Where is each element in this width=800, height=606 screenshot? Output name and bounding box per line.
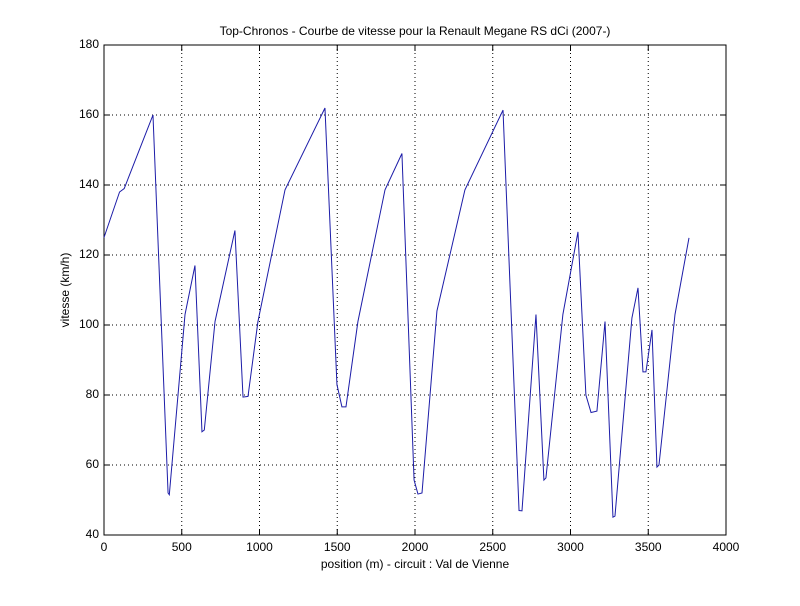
- y-tick-label: 100: [79, 317, 99, 331]
- x-tick-label: 4000: [713, 540, 740, 554]
- y-tick-label: 120: [79, 247, 99, 261]
- x-tick-label: 1500: [324, 540, 351, 554]
- x-tick-label: 0: [101, 540, 108, 554]
- y-tick-label: 160: [79, 107, 99, 121]
- line-series: [103, 107, 690, 518]
- x-tick-label: 1000: [246, 540, 273, 554]
- y-axis-label: vitesse (km/h): [58, 253, 72, 328]
- y-tick-label: 180: [79, 37, 99, 51]
- y-tick-label: 80: [86, 387, 100, 401]
- y-tick-label: 140: [79, 177, 99, 191]
- chart-title: Top-Chronos - Courbe de vitesse pour la …: [220, 24, 611, 38]
- x-tick-label: 2500: [479, 540, 506, 554]
- x-axis-label: position (m) - circuit : Val de Vienne: [321, 557, 510, 571]
- x-tick-label: 3500: [635, 540, 662, 554]
- x-tick-label: 500: [172, 540, 192, 554]
- y-tick-label: 40: [86, 527, 100, 541]
- x-tick-label: 2000: [402, 540, 429, 554]
- x-tick-label: 3000: [557, 540, 584, 554]
- axes-box: [103, 44, 727, 536]
- y-tick-label: 60: [86, 457, 100, 471]
